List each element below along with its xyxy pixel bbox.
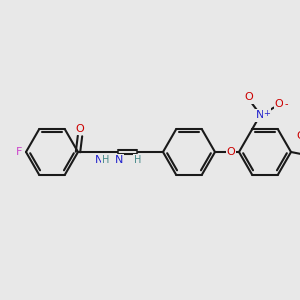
Text: N: N xyxy=(115,155,123,165)
Text: O: O xyxy=(226,147,236,157)
Text: O: O xyxy=(76,124,84,134)
Text: O: O xyxy=(274,100,284,110)
Text: F: F xyxy=(16,147,22,157)
Text: H: H xyxy=(134,155,142,165)
Text: -: - xyxy=(284,100,288,110)
Text: +: + xyxy=(264,109,270,118)
Text: H: H xyxy=(102,155,110,165)
Text: N: N xyxy=(256,110,264,121)
Text: O: O xyxy=(297,131,300,141)
Text: N: N xyxy=(95,155,103,165)
Text: O: O xyxy=(244,92,253,103)
